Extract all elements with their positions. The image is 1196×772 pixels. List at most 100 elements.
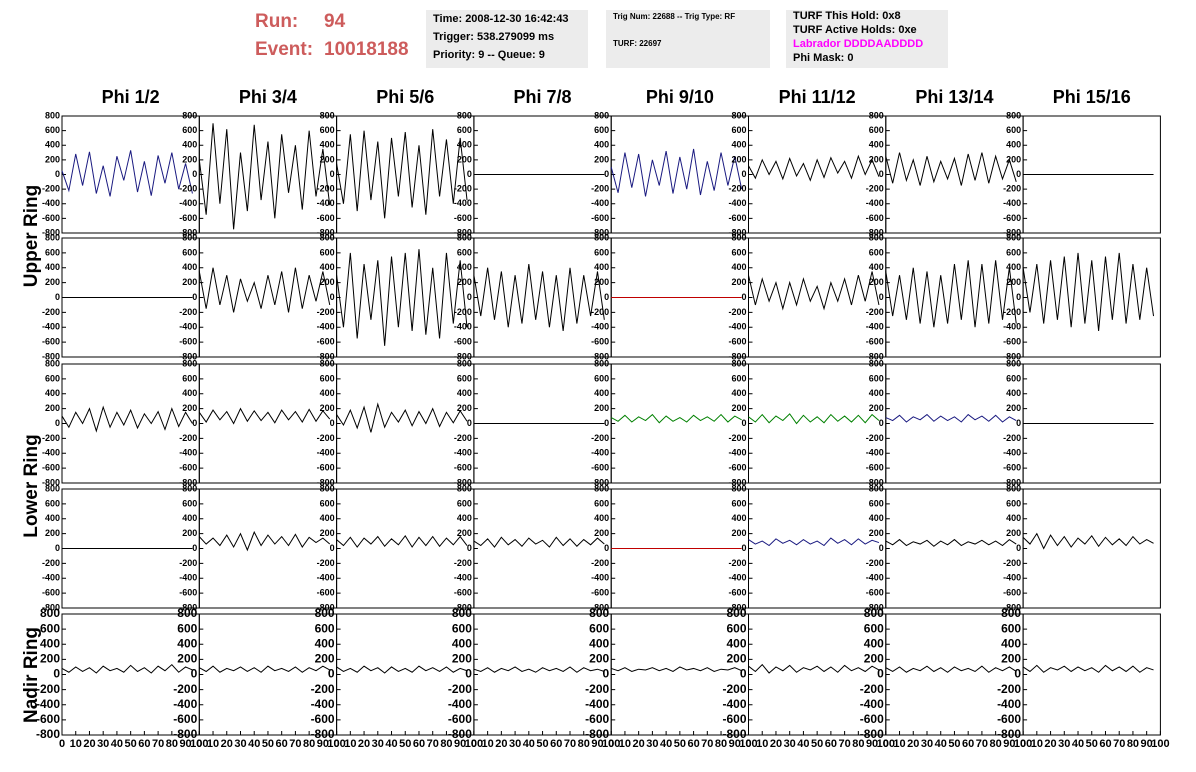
y-tick-label: -400	[728, 448, 746, 458]
y-tick-label: 400	[869, 262, 884, 272]
y-tick-label: -600	[448, 712, 472, 726]
y-tick-label: 200	[594, 154, 609, 164]
y-tick-label: -400	[591, 198, 609, 208]
x-tick-label: 100	[1014, 738, 1032, 750]
y-tick-label: 800	[594, 483, 609, 493]
y-tick-label: 200	[320, 528, 335, 538]
y-tick-label: -800	[866, 477, 884, 487]
x-tick-label: 10	[344, 738, 356, 750]
y-tick-label: 200	[452, 652, 472, 666]
y-tick-label: 0	[328, 667, 335, 681]
y-tick-label: -200	[1003, 307, 1021, 317]
y-tick-label: 800	[594, 358, 609, 368]
x-tick-label: 30	[646, 738, 658, 750]
y-tick-label: -600	[179, 213, 197, 223]
y-tick-label: 800	[182, 483, 197, 493]
y-tick-label: 400	[452, 636, 472, 650]
y-tick-label: -800	[42, 351, 60, 361]
y-tick-label: 400	[315, 636, 335, 650]
waveform	[336, 534, 468, 548]
x-tick-label: 90	[454, 738, 466, 750]
y-tick-label: 800	[869, 232, 884, 242]
y-tick-label: -600	[36, 712, 60, 726]
y-tick-label: -400	[585, 697, 609, 711]
waveform	[748, 413, 880, 425]
y-tick-label: -400	[866, 448, 884, 458]
row-label: Upper Ring	[21, 185, 42, 287]
y-tick-label: 400	[1001, 636, 1021, 650]
y-tick-label: 400	[45, 262, 60, 272]
y-tick-label: 800	[182, 232, 197, 242]
y-tick-label: 400	[182, 140, 197, 150]
waveform	[198, 123, 331, 230]
y-tick-label: 0	[1014, 667, 1021, 681]
y-tick-label: -600	[1003, 337, 1021, 347]
y-tick-label: 800	[457, 483, 472, 493]
y-tick-label: -400	[1003, 198, 1021, 208]
y-tick-label: -800	[317, 351, 335, 361]
y-tick-label: -400	[866, 198, 884, 208]
x-tick-label: 70	[289, 738, 301, 750]
y-tick-label: -800	[179, 227, 197, 237]
y-tick-label: 600	[726, 621, 746, 635]
x-tick-label: 60	[413, 738, 425, 750]
y-tick-label: 600	[594, 498, 609, 508]
y-tick-label: -400	[866, 573, 884, 583]
x-tick-label: 50	[811, 738, 823, 750]
info-text: Labrador DDDDAADDDD	[793, 38, 923, 50]
y-tick-label: 200	[869, 403, 884, 413]
y-tick-label: -600	[454, 588, 472, 598]
y-tick-label: 200	[869, 528, 884, 538]
y-tick-label: 400	[457, 262, 472, 272]
x-tick-label: 10	[70, 738, 82, 750]
y-tick-label: -600	[42, 463, 60, 473]
y-tick-label: 200	[40, 652, 60, 666]
x-tick-label: 30	[921, 738, 933, 750]
event-label: Event:	[255, 39, 313, 60]
x-tick-label: 0	[1020, 738, 1026, 750]
y-tick-label: -200	[866, 558, 884, 568]
x-tick-label: 30	[1058, 738, 1070, 750]
y-tick-label: -200	[722, 682, 746, 696]
y-tick-label: 0	[1016, 543, 1021, 553]
y-tick-label: 400	[731, 388, 746, 398]
y-tick-label: -200	[36, 682, 60, 696]
x-tick-label: 90	[317, 738, 329, 750]
y-tick-label: -200	[42, 307, 60, 317]
y-tick-label: 800	[45, 358, 60, 368]
y-tick-label: -800	[585, 727, 609, 741]
y-tick-label: 0	[879, 418, 884, 428]
y-tick-label: -400	[173, 697, 197, 711]
y-tick-label: 600	[1006, 498, 1021, 508]
y-tick-label: -200	[1003, 558, 1021, 568]
x-tick-label: 80	[1127, 738, 1139, 750]
y-tick-label: -400	[179, 573, 197, 583]
y-tick-label: 0	[330, 543, 335, 553]
y-tick-label: 200	[731, 277, 746, 287]
event-number: 10018188	[324, 39, 409, 60]
y-tick-label: 200	[594, 403, 609, 413]
y-tick-label: 800	[869, 110, 884, 120]
y-tick-label: 200	[45, 277, 60, 287]
y-tick-label: -600	[728, 213, 746, 223]
y-tick-label: -400	[997, 697, 1021, 711]
y-tick-label: 0	[467, 543, 472, 553]
y-tick-label: 200	[315, 652, 335, 666]
y-tick-label: 200	[457, 528, 472, 538]
y-tick-label: 800	[1001, 606, 1021, 620]
y-tick-label: 400	[1006, 513, 1021, 523]
y-tick-label: 400	[177, 636, 197, 650]
y-tick-label: 800	[731, 110, 746, 120]
x-tick-label: 90	[179, 738, 191, 750]
y-tick-label: 800	[1006, 358, 1021, 368]
y-tick-label: 600	[182, 125, 197, 135]
x-tick-label: 40	[248, 738, 260, 750]
x-tick-label: 60	[138, 738, 150, 750]
y-tick-label: -400	[36, 697, 60, 711]
y-tick-label: -400	[448, 697, 472, 711]
y-tick-label: 600	[869, 373, 884, 383]
y-tick-label: 400	[45, 513, 60, 523]
y-tick-label: 400	[594, 513, 609, 523]
x-tick-label: 80	[990, 738, 1002, 750]
y-tick-label: -400	[591, 448, 609, 458]
